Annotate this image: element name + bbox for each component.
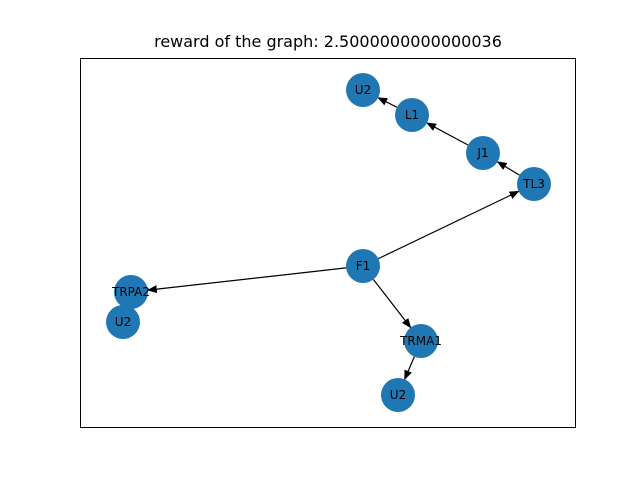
node-label: U2	[355, 83, 371, 97]
edge-f1-to-trpa2	[146, 267, 347, 294]
node-u2_bottom: U2	[381, 378, 415, 412]
node-circle	[466, 136, 500, 170]
plot-frame	[80, 58, 576, 428]
node-u2_top: U2	[346, 73, 380, 107]
edge-tl3-to-j1	[496, 161, 520, 176]
edge-l1-to-u2_top	[377, 97, 398, 108]
node-l1: L1	[395, 98, 429, 132]
node-u2_left: U2	[106, 305, 140, 339]
node-tl3: TL3	[517, 167, 551, 201]
node-label: TRPA2	[111, 285, 150, 299]
edge-f1-to-trma1	[372, 279, 412, 329]
node-circle	[114, 275, 148, 309]
node-circle	[106, 305, 140, 339]
edge-j1-to-l1	[426, 122, 469, 146]
edge-trma1-to-u2_bottom	[404, 356, 415, 381]
node-label: TRMA1	[399, 334, 442, 348]
node-trpa2: TRPA2	[111, 275, 150, 309]
node-circle	[346, 249, 380, 283]
node-label: J1	[476, 146, 488, 160]
node-label: U2	[390, 388, 406, 402]
node-label: U2	[115, 315, 131, 329]
node-label: F1	[356, 259, 371, 273]
node-circle	[381, 378, 415, 412]
node-circle	[395, 98, 429, 132]
node-circle	[517, 167, 551, 201]
graph-title: reward of the graph: 2.5000000000000036	[154, 32, 502, 51]
node-j1: J1	[466, 136, 500, 170]
node-label: L1	[405, 108, 419, 122]
node-circle	[346, 73, 380, 107]
edge-f1-to-tl3	[378, 190, 520, 260]
node-f1: F1	[346, 249, 380, 283]
node-circle	[404, 324, 438, 358]
node-trma1: TRMA1	[399, 324, 442, 358]
node-label: TL3	[522, 177, 545, 191]
